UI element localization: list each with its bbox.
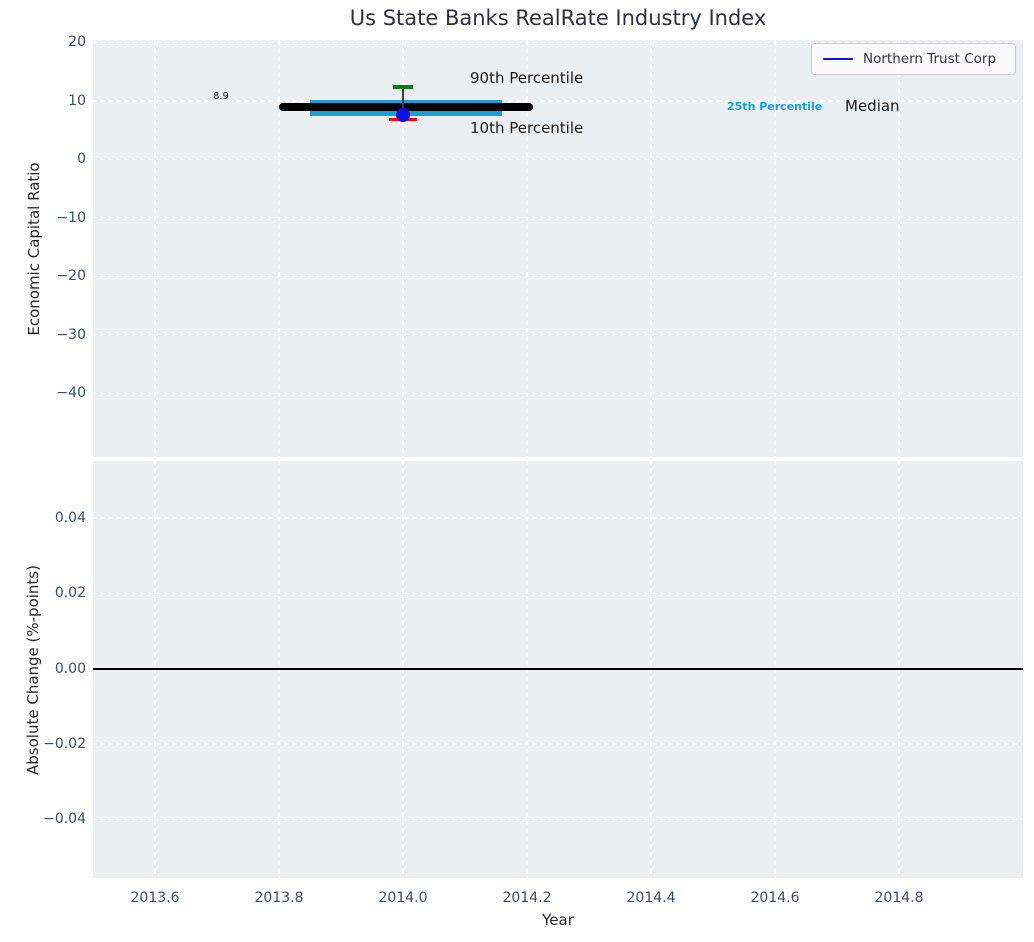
y-tick-label: 20 bbox=[68, 34, 86, 51]
gridline-horizontal bbox=[93, 743, 1023, 745]
gridline-vertical bbox=[650, 40, 652, 457]
y-tick-label: 0.02 bbox=[54, 585, 86, 602]
zero-line bbox=[93, 667, 1023, 670]
gridline-horizontal bbox=[93, 158, 1023, 160]
y-tick-label: −30 bbox=[56, 326, 86, 343]
y-tick-label: −0.04 bbox=[43, 811, 86, 828]
gridline-horizontal bbox=[93, 517, 1023, 519]
x-tick-label: 2014.2 bbox=[502, 890, 552, 906]
gridline-horizontal bbox=[93, 818, 1023, 820]
p25-annotation: 25th Percentile bbox=[727, 100, 823, 113]
gridline-horizontal bbox=[93, 41, 1023, 44]
gridline-vertical bbox=[526, 40, 528, 457]
y-tick-label: −20 bbox=[56, 268, 86, 285]
x-tick-label: 2014.8 bbox=[874, 890, 924, 906]
top-axes bbox=[93, 40, 1023, 457]
gridline-vertical bbox=[402, 40, 404, 457]
x-tick-label: 2014.0 bbox=[378, 890, 428, 906]
gridline-horizontal bbox=[93, 100, 1023, 102]
median-annotation: Median bbox=[845, 97, 900, 115]
x-tick-label: 2013.6 bbox=[130, 890, 180, 906]
gridline-vertical bbox=[774, 40, 776, 457]
y-tick-label: 0 bbox=[77, 151, 86, 168]
median-line bbox=[279, 103, 534, 112]
median-value-annotation: 8.9 bbox=[213, 91, 229, 102]
legend-line-sample bbox=[823, 57, 853, 61]
y-tick-label: 0.04 bbox=[54, 509, 86, 526]
gridline-vertical bbox=[898, 40, 900, 457]
gridline-horizontal bbox=[93, 217, 1023, 219]
chart-title: Us State Banks RealRate Industry Index bbox=[349, 6, 767, 30]
y-tick-label: 0.00 bbox=[54, 660, 86, 677]
p10-annotation: 10th Percentile bbox=[470, 119, 584, 137]
gridline-horizontal bbox=[93, 392, 1023, 394]
gridline-horizontal bbox=[93, 334, 1023, 336]
x-axis-label: Year bbox=[542, 911, 574, 929]
y-tick-label: −0.02 bbox=[43, 735, 86, 752]
gridline-horizontal bbox=[93, 275, 1023, 277]
company-point bbox=[396, 108, 410, 123]
y-tick-label: −10 bbox=[56, 209, 86, 226]
whisker-line bbox=[402, 86, 404, 120]
gridline-vertical bbox=[278, 40, 280, 457]
legend: Northern Trust Corp bbox=[811, 43, 1016, 75]
p90-annotation: 90th Percentile bbox=[470, 69, 584, 87]
p90-cap bbox=[393, 84, 413, 89]
y-tick-label: −40 bbox=[56, 385, 86, 402]
x-tick-label: 2014.6 bbox=[750, 890, 800, 906]
gridline-vertical bbox=[154, 40, 156, 457]
y-tick-label: 10 bbox=[68, 92, 86, 109]
x-tick-label: 2013.8 bbox=[254, 890, 304, 906]
legend-entry-label: Northern Trust Corp bbox=[863, 51, 997, 67]
x-tick-label: 2014.4 bbox=[626, 890, 676, 906]
gridline-horizontal bbox=[93, 592, 1023, 594]
